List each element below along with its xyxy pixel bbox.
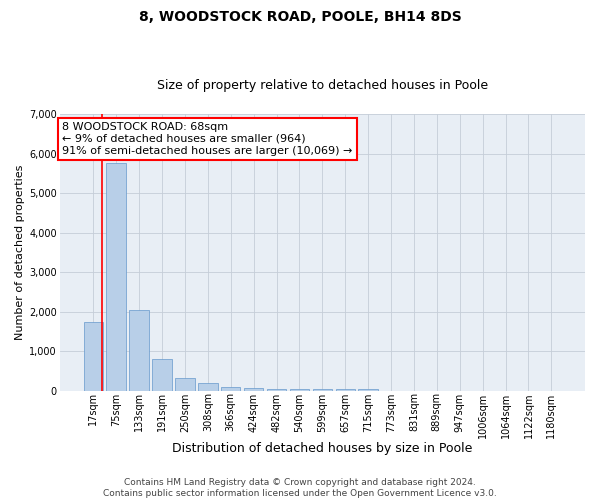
Bar bbox=[313, 389, 332, 391]
Text: Contains HM Land Registry data © Crown copyright and database right 2024.
Contai: Contains HM Land Registry data © Crown c… bbox=[103, 478, 497, 498]
Bar bbox=[290, 389, 309, 391]
Text: 8, WOODSTOCK ROAD, POOLE, BH14 8DS: 8, WOODSTOCK ROAD, POOLE, BH14 8DS bbox=[139, 10, 461, 24]
Bar bbox=[106, 164, 126, 391]
Bar bbox=[267, 388, 286, 391]
Bar bbox=[335, 389, 355, 391]
Y-axis label: Number of detached properties: Number of detached properties bbox=[15, 165, 25, 340]
X-axis label: Distribution of detached houses by size in Poole: Distribution of detached houses by size … bbox=[172, 442, 473, 455]
Bar bbox=[175, 378, 194, 391]
Title: Size of property relative to detached houses in Poole: Size of property relative to detached ho… bbox=[157, 79, 488, 92]
Bar bbox=[244, 388, 263, 391]
Bar bbox=[221, 387, 241, 391]
Bar bbox=[152, 360, 172, 391]
Bar bbox=[198, 384, 218, 391]
Text: 8 WOODSTOCK ROAD: 68sqm
← 9% of detached houses are smaller (964)
91% of semi-de: 8 WOODSTOCK ROAD: 68sqm ← 9% of detached… bbox=[62, 122, 353, 156]
Bar bbox=[83, 322, 103, 391]
Bar bbox=[358, 389, 378, 391]
Bar bbox=[130, 310, 149, 391]
